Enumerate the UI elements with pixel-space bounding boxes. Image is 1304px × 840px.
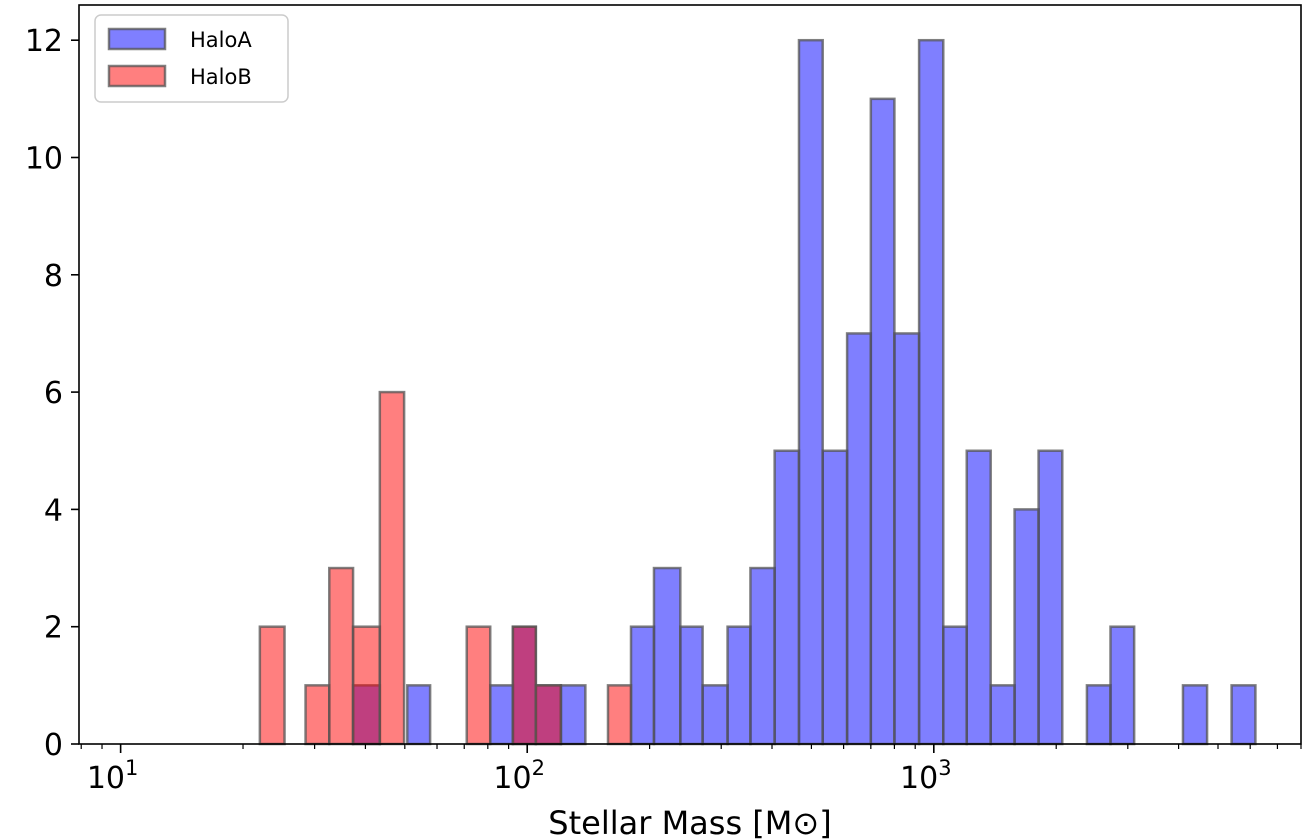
halo-b-bar-4: [378, 390, 406, 746]
halo-a-bar-18: [917, 38, 945, 746]
legend: HaloA HaloB: [94, 14, 289, 103]
y-tick-label-10: 10: [25, 141, 63, 176]
halo-a-bar-14: [821, 449, 849, 746]
y-tick-label-12: 12: [25, 24, 63, 59]
halo-b-bar-8: [606, 684, 633, 746]
halo-a-bar-24: [1085, 684, 1112, 746]
halo-a-bar-22: [1013, 508, 1040, 746]
halo-a-bar-15: [845, 332, 873, 746]
halo-b-bar-2: [328, 566, 355, 746]
halo-a-bar-17: [893, 332, 921, 746]
halo-a-bar-23: [1037, 449, 1064, 746]
x-tick-label-2: 103: [900, 756, 952, 796]
legend-label-halo-b: HaloB: [190, 65, 252, 89]
halo-b-bar-7: [534, 684, 563, 746]
halo-b-bar-6: [511, 625, 538, 746]
halo-a-bar-20: [965, 449, 992, 746]
halo-a-bar-10: [726, 625, 752, 746]
halo-a-bar-2: [488, 684, 515, 746]
y-tick-label-8: 8: [44, 259, 63, 294]
halo-a-bar-5: [559, 684, 587, 746]
halo-a-bar-8: [679, 625, 704, 746]
legend-swatch-halo-a: [107, 27, 167, 51]
plot-frame: [78, 4, 1302, 745]
halo-a-bar-21: [989, 684, 1016, 746]
x-tick-exponent-0: 1: [125, 756, 138, 780]
y-tick-label-2: 2: [44, 611, 63, 646]
halo-b-bar-5: [465, 625, 492, 746]
halo-a-bar-12: [773, 449, 801, 746]
y-tick-label-4: 4: [44, 493, 63, 528]
x-tick-exponent-2: 3: [938, 756, 951, 780]
halo-a-bar-11: [749, 566, 776, 746]
x-tick-exponent-1: 2: [532, 756, 545, 780]
x-tick-label-0: 101: [87, 756, 139, 796]
halo-b-bar-3: [351, 625, 382, 746]
halo-a-bar-1: [406, 684, 432, 746]
y-tick-label-0: 0: [44, 728, 63, 763]
halo-a-bar-25: [1109, 625, 1136, 746]
halo-b-bar-0: [258, 625, 286, 746]
halo-a-bar-7: [652, 566, 682, 746]
halo-b-bars: [258, 390, 633, 746]
halo-a-bar-13: [797, 38, 824, 746]
halo-a-bar-16: [869, 97, 896, 746]
halo-a-bar-19: [942, 625, 968, 746]
halo-b-bar-1: [304, 684, 331, 746]
halo-a-bar-26: [1181, 684, 1209, 746]
legend-label-halo-a: HaloA: [190, 28, 252, 52]
halo-a-bar-6: [629, 625, 656, 746]
halo-a-bar-27: [1230, 684, 1257, 746]
halo-a-bar-9: [701, 684, 729, 746]
x-tick-label-1: 102: [493, 756, 545, 796]
legend-swatch-halo-b: [107, 64, 167, 88]
y-tick-label-6: 6: [44, 376, 63, 411]
x-axis-label: Stellar Mass [M⊙]: [548, 804, 831, 840]
